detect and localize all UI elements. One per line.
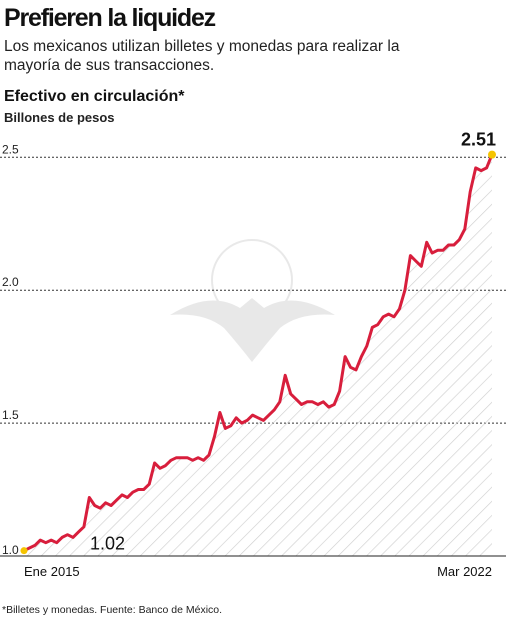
footnote-source: *Billetes y monedas. Fuente: Banco de Mé… <box>2 604 223 616</box>
subtitle: Los mexicanos utilizan billetes y moneda… <box>4 38 400 74</box>
y-axis-unit-label: Billones de pesos <box>4 110 115 125</box>
y-axis: 1.0 1.5 2.0 2.5 <box>2 142 19 557</box>
watermark-eagle-emblem <box>170 239 335 362</box>
y-tick-label: 2.0 <box>2 275 19 289</box>
series-line <box>22 153 494 553</box>
y-tick-label: 2.5 <box>2 142 19 156</box>
y-tick-label: 1.0 <box>2 543 19 557</box>
area-fill <box>24 154 492 556</box>
x-axis-start-label: Ene 2015 <box>24 564 80 579</box>
start-point-marker <box>20 547 28 555</box>
y-tick-label: 1.5 <box>2 408 19 422</box>
headline: Prefieren la liquidez <box>4 4 216 32</box>
chart-title: Efectivo en circulación* <box>4 88 185 105</box>
end-point-marker <box>488 150 496 159</box>
start-value-label: 1.02 <box>90 534 125 554</box>
line-area-chart: 1.0 1.5 2.0 2.5 1.02 2.51 Ene 2015 Mar 2022 <box>0 130 506 579</box>
x-axis-end-label: Mar 2022 <box>437 564 492 579</box>
end-value-label: 2.51 <box>461 130 496 150</box>
